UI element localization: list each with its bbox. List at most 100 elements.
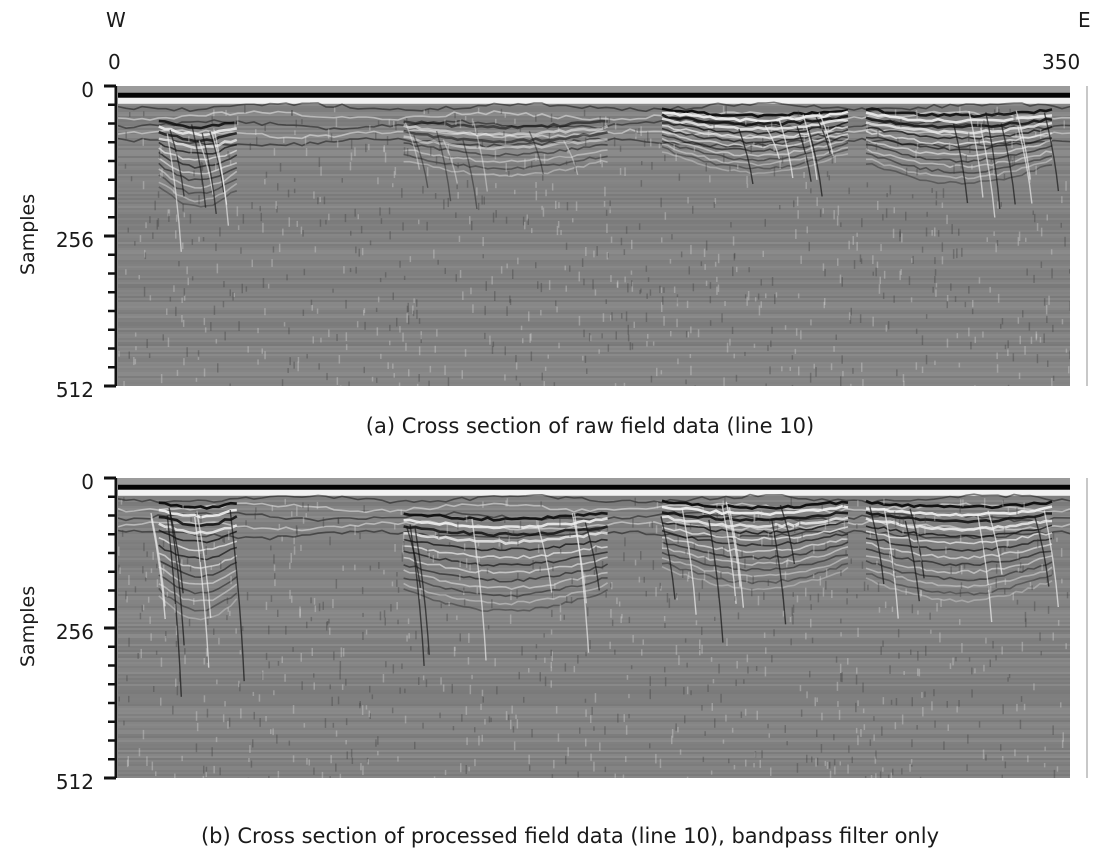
panel-b-noise-band bbox=[118, 760, 1070, 762]
panel-b-speckle bbox=[292, 705, 295, 714]
panel-a-speckle bbox=[503, 131, 505, 136]
panel-b-speckle bbox=[761, 750, 763, 759]
panel-b-speckle bbox=[224, 701, 226, 707]
panel-b-speckle bbox=[593, 761, 595, 772]
panel-b-speckle bbox=[361, 705, 364, 716]
panel-b-speckle bbox=[329, 776, 331, 778]
panel-a-reflection-0 bbox=[158, 119, 237, 130]
panel-b-speckle bbox=[406, 635, 408, 642]
panel-b-speckle bbox=[704, 731, 706, 736]
panel-b-speckle bbox=[270, 729, 272, 735]
panel-a-speckle bbox=[175, 214, 178, 222]
panel-b-noise-band bbox=[118, 676, 1070, 678]
panel-b-speckle bbox=[737, 558, 739, 563]
panel-a-speckle bbox=[885, 208, 888, 218]
panel-a-noise-band bbox=[118, 168, 1070, 170]
panel-a-speckle bbox=[703, 248, 706, 258]
panel-b-speckle bbox=[675, 523, 677, 531]
panel-a-speckle bbox=[670, 331, 672, 337]
panel-a-shallow-reflector bbox=[118, 128, 1070, 140]
panel-b-speckle bbox=[145, 571, 148, 578]
panel-b-shallow-reflector bbox=[118, 529, 1070, 541]
panel-a-speckle bbox=[215, 162, 217, 172]
panel-b-speckle bbox=[864, 776, 867, 778]
panel-b-speckle bbox=[922, 707, 924, 717]
panel-b-diffraction-3 bbox=[1034, 516, 1050, 587]
panel-a-speckle bbox=[585, 247, 587, 257]
panel-a-speckle bbox=[826, 171, 829, 178]
panel-a-speckle bbox=[1003, 140, 1005, 146]
panel-a-speckle bbox=[659, 285, 661, 294]
panel-a-speckle bbox=[697, 329, 700, 338]
panel-a-speckle bbox=[336, 377, 339, 385]
panel-b-speckle bbox=[699, 650, 701, 656]
panel-a-noise-band bbox=[118, 232, 1070, 234]
panel-b-speckle bbox=[611, 582, 613, 590]
panel-b-speckle bbox=[559, 614, 562, 621]
panel-b-speckle bbox=[425, 679, 428, 688]
panel-b-speckle bbox=[728, 758, 730, 764]
panel-b-speckle bbox=[302, 516, 305, 524]
panel-a-speckle bbox=[540, 309, 542, 316]
panel-a-speckle bbox=[980, 122, 983, 130]
panel-b-speckle bbox=[126, 675, 128, 682]
panel-a-speckle bbox=[1014, 115, 1017, 121]
panel-b-speckle bbox=[920, 590, 922, 596]
panel-a-speckle bbox=[946, 295, 949, 302]
panel-b-speckle bbox=[765, 647, 767, 654]
panel-a-speckle bbox=[317, 197, 319, 205]
panel-a-speckle bbox=[438, 145, 441, 151]
panel-b-noise-band bbox=[118, 586, 1070, 588]
panel-a-speckle bbox=[422, 185, 424, 194]
panel-a-speckle bbox=[1024, 346, 1026, 355]
panel-b-speckle bbox=[699, 639, 701, 650]
panel-b-speckle bbox=[403, 541, 405, 551]
panel-a-speckle bbox=[578, 271, 580, 282]
panel-a-speckle bbox=[1043, 333, 1045, 343]
panel-b-noise-band bbox=[118, 638, 1070, 640]
panel-a-speckle bbox=[514, 189, 516, 195]
panel-a-speckle bbox=[631, 239, 633, 250]
panel-a-speckle bbox=[603, 201, 606, 207]
panel-b-speckle bbox=[724, 497, 726, 506]
panel-a-speckle bbox=[550, 113, 553, 122]
panel-b-speckle bbox=[862, 682, 864, 693]
panel-b-axis bbox=[104, 476, 118, 780]
panel-b-speckle bbox=[649, 689, 651, 700]
panel-b-speckle bbox=[1056, 766, 1059, 772]
panel-a-speckle bbox=[443, 199, 445, 210]
panel-b-noise-band bbox=[118, 582, 1070, 584]
panel-a-speckle bbox=[916, 112, 918, 122]
panel-b-speckle bbox=[1044, 746, 1046, 751]
panel-b-speckle bbox=[205, 546, 207, 555]
panel-b-speckle bbox=[861, 561, 864, 569]
panel-b-speckle bbox=[339, 773, 342, 778]
panel-a-speckle bbox=[631, 343, 634, 350]
panel-b-noise-band bbox=[118, 626, 1070, 628]
panel-b-speckle bbox=[1017, 567, 1020, 573]
panel-b-reflection-3 bbox=[865, 555, 1053, 575]
panel-b-speckle bbox=[313, 673, 315, 678]
panel-a-speckle bbox=[876, 261, 879, 268]
panel-b-speckle bbox=[193, 598, 195, 605]
panel-a-speckle bbox=[899, 270, 901, 281]
panel-a-speckle bbox=[676, 294, 679, 304]
panel-b-speckle bbox=[604, 766, 607, 773]
panel-a-speckle bbox=[784, 325, 787, 330]
panel-a-reflection-2 bbox=[661, 137, 849, 157]
panel-a-noise-band bbox=[118, 270, 1070, 272]
panel-a-speckle bbox=[676, 297, 679, 307]
panel-a-speckle bbox=[631, 281, 634, 292]
panel-b-speckle bbox=[397, 619, 399, 625]
panel-a-speckle bbox=[444, 365, 446, 376]
panel-a-speckle bbox=[714, 198, 717, 204]
panel-b-noise-band bbox=[118, 600, 1070, 602]
panel-b-noise-band bbox=[118, 620, 1070, 622]
panel-b-reflection-0 bbox=[158, 566, 238, 585]
panel-b-speckle bbox=[289, 589, 291, 599]
panel-a-speckle bbox=[509, 298, 512, 306]
panel-b-speckle bbox=[207, 591, 209, 600]
panel-a-speckle bbox=[434, 345, 436, 353]
panel-a-speckle bbox=[406, 118, 408, 123]
panel-b-speckle bbox=[638, 576, 641, 583]
